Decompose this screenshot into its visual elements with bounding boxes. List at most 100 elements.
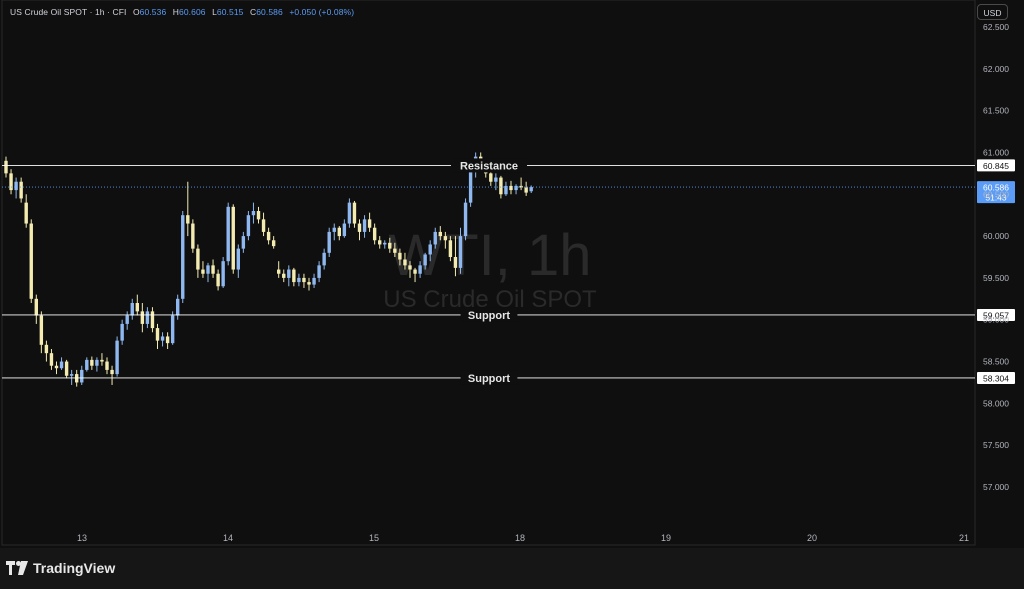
candle-body: [403, 259, 407, 266]
candle-body: [332, 227, 336, 232]
candle-body: [529, 187, 533, 192]
countdown-text: 51:43: [985, 193, 1007, 203]
candle-body: [499, 177, 503, 195]
price-tick-label: 60.000: [983, 231, 1009, 241]
candle-body: [327, 231, 331, 253]
price-tick-label: 59.500: [983, 273, 1009, 283]
candle-body: [458, 236, 463, 268]
candle-body: [251, 211, 256, 216]
level-price-tag: [977, 308, 1015, 321]
level-label-bg: [460, 307, 518, 322]
close-value: 60.586: [256, 7, 283, 17]
symbol-title: US Crude Oil SPOT · 1h · CFI: [10, 7, 127, 17]
candle-body: [383, 242, 387, 245]
candle-body: [352, 202, 357, 224]
candle-body: [433, 231, 437, 245]
level-price-text: 60.845: [983, 161, 1009, 171]
candle-body: [408, 265, 412, 270]
price-tick-label: 61.000: [983, 147, 1009, 157]
candle-body: [337, 227, 341, 237]
candle-body: [181, 215, 185, 299]
candle-body: [14, 181, 18, 191]
candle-body: [312, 277, 316, 285]
candle-body: [191, 223, 195, 249]
candle-body: [463, 202, 468, 237]
candle-body: [509, 185, 513, 191]
candle-body: [256, 211, 261, 220]
candle-body: [524, 187, 528, 193]
open-label: O: [132, 7, 140, 17]
candle-body: [282, 273, 286, 278]
candle-body: [287, 269, 291, 278]
candle-body: [24, 202, 28, 224]
candle-body: [504, 185, 508, 195]
candle-body: [489, 173, 493, 182]
level-price-tag: [977, 371, 1015, 384]
candle-body: [85, 359, 89, 370]
candle-body: [393, 248, 397, 253]
candle-body: [64, 361, 69, 376]
candle-body: [160, 336, 165, 341]
level-label: Support: [468, 373, 510, 385]
candle-body: [266, 231, 271, 241]
change-value: +0.050 (+0.08%): [289, 7, 355, 17]
candle-body: [347, 202, 352, 224]
candle-body: [241, 236, 246, 249]
candle-body: [453, 257, 458, 268]
time-tick-label: 15: [369, 533, 379, 543]
price-tick-label: 58.500: [983, 357, 1009, 367]
low-label: L: [212, 7, 217, 17]
time-tick-label: 18: [515, 533, 525, 543]
candle-body: [130, 303, 134, 316]
currency-button[interactable]: USD: [977, 4, 1008, 20]
candle-body: [165, 336, 170, 344]
candle-body: [231, 206, 235, 270]
tradingview-logo-icon: [6, 561, 28, 575]
candle-body: [110, 369, 114, 375]
high-label: H: [172, 7, 179, 17]
candle-body: [322, 252, 326, 266]
candle-body: [140, 311, 145, 324]
candle-body: [362, 219, 367, 232]
candle-body: [44, 344, 49, 354]
level-price-tag: [977, 159, 1015, 172]
candle-body: [29, 223, 33, 299]
price-tick-label: 58.000: [983, 398, 1009, 408]
current-price-text: 60.586: [983, 183, 1009, 193]
time-tick-label: 19: [661, 533, 671, 543]
candle-body: [514, 185, 518, 191]
candle-body: [105, 361, 109, 370]
candle-body: [448, 240, 453, 257]
candle-body: [206, 265, 210, 274]
candle-body: [125, 315, 129, 324]
horizontal-levels[interactable]: Resistance 60.845 Support 59.057 Support 58.3…: [2, 158, 1015, 385]
candle-body: [302, 277, 306, 283]
candle-body: [150, 311, 155, 329]
candle-body: [297, 277, 301, 283]
time-axis[interactable]: 13 14 15 18 19 20 21: [77, 533, 969, 543]
footer-bar: [0, 548, 1024, 589]
candle-body: [120, 323, 124, 341]
price-axis[interactable]: 62.500 62.000 61.500 61.000 60.500 60.000 59.5…: [983, 22, 1009, 492]
price-tick-label: 61.500: [983, 106, 1009, 116]
legend-header: US Crude Oil SPOT · 1h · CFI O60.536 H60…: [10, 7, 354, 17]
candle-body: [115, 340, 119, 375]
candle-body: [59, 361, 64, 369]
candle-body: [277, 269, 281, 274]
price-tick-label: 60.500: [983, 189, 1009, 199]
candle-body: [90, 359, 94, 366]
candle-body: [372, 227, 377, 241]
candle-body: [261, 219, 266, 232]
brand-name: TradingView: [33, 560, 116, 576]
candle-body: [211, 265, 215, 274]
time-tick-label: 20: [807, 533, 817, 543]
tradingview-brand[interactable]: TradingView: [6, 560, 115, 576]
time-tick-label: 13: [77, 533, 87, 543]
candle-body: [307, 282, 311, 285]
level-label-bg: [451, 158, 527, 173]
candle-body: [69, 374, 74, 376]
candle-body: [357, 223, 362, 232]
candle-body: [246, 215, 251, 237]
